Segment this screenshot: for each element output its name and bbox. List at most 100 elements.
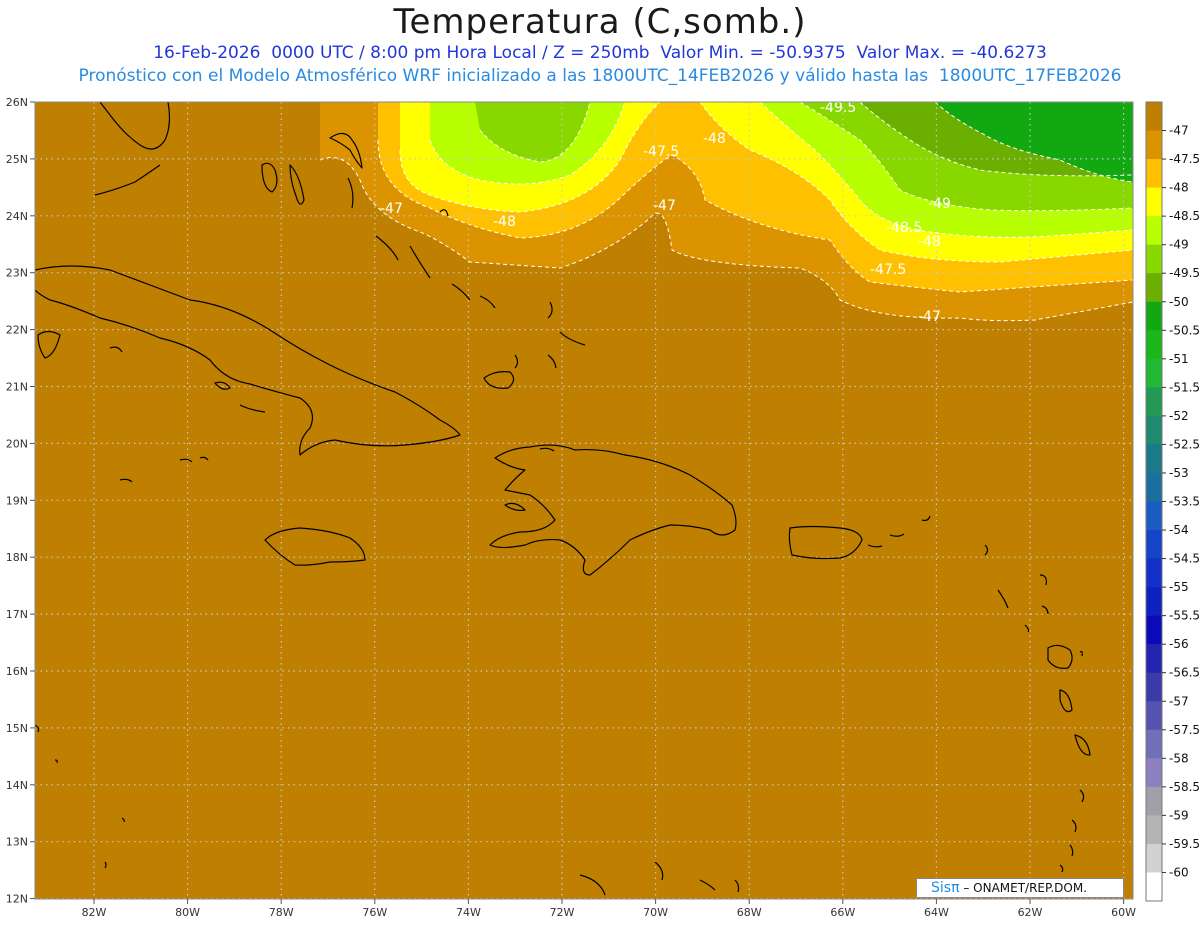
contour-label: -48.5 xyxy=(886,220,922,236)
lon-tick-label: 72W xyxy=(550,906,575,919)
colorbar-label: -60 xyxy=(1169,865,1189,879)
colorbar-label: -51.5 xyxy=(1169,380,1200,394)
colorbar-label: -54 xyxy=(1169,523,1189,537)
lon-tick-label: 76W xyxy=(362,906,387,919)
colorbar-label: -55.5 xyxy=(1169,609,1200,623)
colorbar-swatch xyxy=(1146,558,1162,588)
lat-tick-label: 17N xyxy=(6,608,28,621)
colorbar-swatch xyxy=(1146,358,1162,388)
hispaniola-coast xyxy=(489,444,737,576)
lon-tick-label: 80W xyxy=(175,906,200,919)
bahamas-andros xyxy=(261,162,278,193)
lon-tick-label: 74W xyxy=(456,906,481,919)
lon-tick-label: 64W xyxy=(924,906,949,919)
colorbar-label: -59 xyxy=(1169,808,1189,822)
colorbar-swatch xyxy=(1146,530,1162,560)
contour-label: -47.5 xyxy=(643,144,679,160)
gonave-island xyxy=(504,502,526,512)
colorbar-label: -54.5 xyxy=(1169,552,1200,566)
lon-tick-label: 68W xyxy=(737,906,762,919)
lon-tick-label: 70W xyxy=(643,906,668,919)
colorbar-label: -53 xyxy=(1169,466,1189,480)
cuba-cays xyxy=(239,404,266,413)
bahamas-grand xyxy=(289,164,305,205)
cayman xyxy=(119,456,209,483)
colorbar-swatch xyxy=(1146,187,1162,217)
swan-islands xyxy=(104,817,125,869)
colorbar-swatch xyxy=(1146,729,1162,759)
lat-tick-label: 25N xyxy=(6,153,28,166)
colorbar-swatch xyxy=(1146,301,1162,331)
forecast-time-line: 16-Feb-2026 0000 UTC / 8:00 pm Hora Loca… xyxy=(153,43,1047,63)
colorbar-swatch xyxy=(1146,130,1162,160)
southern-islands xyxy=(579,861,740,896)
keys-west xyxy=(35,724,58,764)
contour-label: -49.5 xyxy=(820,100,856,116)
colorbar-swatch xyxy=(1146,159,1162,189)
colorbar-label: -48.5 xyxy=(1169,209,1200,223)
lon-tick-label: 78W xyxy=(269,906,294,919)
longitude-axis: 82W 80W 78W 76W 74W 72W 70W 68W 66W 64W 62W 60W xyxy=(82,899,1136,919)
colorbar-swatch xyxy=(1146,444,1162,474)
cuba-coast xyxy=(35,265,461,456)
map-title: Temperatura (C,somb.) xyxy=(393,2,807,42)
contour-lines xyxy=(319,102,1133,322)
colorbar-swatch xyxy=(1146,758,1162,788)
colorbar-label: -50.5 xyxy=(1169,323,1200,337)
colorbar-label: -47.5 xyxy=(1169,152,1200,166)
colorbar-label: -56 xyxy=(1169,637,1189,651)
cuba-small-b xyxy=(109,346,123,353)
field-band-49-5 xyxy=(475,102,590,162)
coastlines xyxy=(35,102,1091,896)
colorbar-swatch xyxy=(1146,330,1162,360)
virgin-islands xyxy=(867,515,931,548)
colorbar-swatch xyxy=(1146,815,1162,845)
colorbar-label: -55 xyxy=(1169,580,1189,594)
contour-label: -47 xyxy=(380,201,403,217)
puerto-rico-coast xyxy=(788,525,863,560)
lat-tick-label: 12N xyxy=(6,893,28,906)
colorbar-label: -59.5 xyxy=(1169,837,1200,851)
caicos xyxy=(483,371,515,389)
colorbar-swatch xyxy=(1146,587,1162,617)
cuba-north-small xyxy=(37,330,61,359)
colorbar-label: -47 xyxy=(1169,124,1189,138)
colorbar-label: -48 xyxy=(1169,181,1189,195)
colorbar-swatch xyxy=(1146,644,1162,674)
lat-tick-label: 13N xyxy=(6,836,28,849)
lat-tick-label: 18N xyxy=(6,551,28,564)
colorbar-swatch xyxy=(1146,872,1162,902)
lon-tick-label: 82W xyxy=(82,906,107,919)
lat-tick-label: 16N xyxy=(6,665,28,678)
florida-keys xyxy=(94,164,161,196)
colorbar-swatch xyxy=(1146,415,1162,445)
colorbar-label: -52.5 xyxy=(1169,437,1200,451)
colorbar-label: -57 xyxy=(1169,694,1189,708)
contour-label: -47 xyxy=(918,309,941,325)
colorbar-swatch xyxy=(1146,387,1162,417)
isle-of-youth xyxy=(214,381,231,390)
colorbar-swatch xyxy=(1146,786,1162,816)
contour-label: -49 xyxy=(928,196,951,212)
shaded-field: -49.5 -48 -47.5 -47 -48 -47 -49 -48.5 -4… xyxy=(35,100,1133,899)
colorbar-swatch xyxy=(1146,672,1162,702)
colorbar-label: -49 xyxy=(1169,238,1189,252)
colorbar-label: -58.5 xyxy=(1169,780,1200,794)
contour-label: -48 xyxy=(493,214,516,230)
lat-tick-label: 24N xyxy=(6,210,28,223)
contour-label: -48 xyxy=(703,131,726,147)
colorbar: -47 -47.5 -48 -48.5 -49 -49.5 -50 -50.5 -51 -51.5… xyxy=(1145,101,1200,902)
lat-tick-label: 23N xyxy=(6,267,28,280)
colorbar-label: -51 xyxy=(1169,352,1189,366)
lesser-antilles xyxy=(984,544,1091,873)
contour-label: -47 xyxy=(653,198,676,214)
colorbar-swatch xyxy=(1146,472,1162,502)
colorbar-swatch xyxy=(1146,615,1162,645)
lat-tick-label: 15N xyxy=(6,722,28,735)
colorbar-label: -49.5 xyxy=(1169,266,1200,280)
colorbar-label: -56.5 xyxy=(1169,666,1200,680)
colorbar-label: -50 xyxy=(1169,295,1189,309)
credit-box: Sisπ – ONAMET/REP.DOM. xyxy=(916,878,1124,898)
bahamas-chain xyxy=(375,209,586,346)
lat-tick-label: 22N xyxy=(6,324,28,337)
